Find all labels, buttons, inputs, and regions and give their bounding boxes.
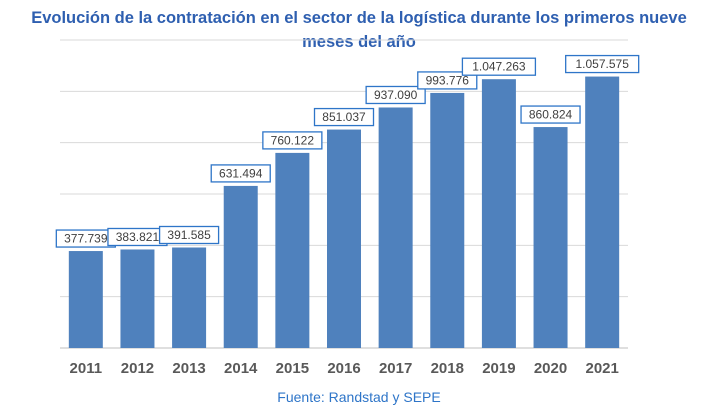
data-label-box	[417, 71, 478, 90]
x-tick-label: 2016	[327, 360, 360, 377]
data-label: 377.739	[64, 232, 108, 246]
bar-2011	[68, 251, 103, 348]
x-tick-label: 2017	[379, 360, 412, 377]
bar-2015	[275, 152, 310, 348]
data-label: 631.494	[219, 166, 263, 180]
x-tick-label: 2021	[585, 360, 618, 377]
bars	[68, 76, 620, 349]
bar-2012	[120, 249, 155, 348]
data-label: 383.821	[116, 230, 160, 244]
bar-2019	[481, 79, 516, 348]
data-label-box	[262, 131, 323, 150]
data-label: 860.824	[529, 108, 573, 122]
bar-2021	[585, 76, 620, 348]
x-tick-label: 2013	[172, 360, 205, 377]
data-label: 993.776	[426, 73, 470, 87]
bar-2014	[223, 185, 258, 348]
data-label-box	[158, 225, 220, 245]
x-tick-label: 2015	[276, 360, 309, 377]
data-label-box	[210, 164, 271, 183]
chart-title: Evolución de la contratación en el secto…	[0, 6, 718, 54]
data-label: 937.090	[374, 88, 418, 102]
bar-2013	[172, 247, 207, 348]
bar-2018	[430, 92, 465, 349]
x-tick-label: 2014	[224, 360, 258, 377]
data-label: 760.122	[271, 133, 315, 147]
x-axis-ticks: 2011 2012 2013 2014 2015 2016 2017 2018 2019 2020…	[70, 360, 619, 377]
x-tick-label: 2020	[534, 360, 567, 377]
bar-2020	[533, 127, 568, 348]
data-label: 1.047.263	[472, 60, 526, 74]
x-tick-label: 2011	[70, 360, 103, 377]
data-label: 1.057.575	[575, 57, 629, 71]
bar-2016	[327, 129, 361, 348]
data-label-box	[313, 107, 375, 127]
data-label-box	[461, 57, 537, 76]
data-label-box	[365, 85, 426, 105]
bar-2017	[378, 107, 413, 349]
x-tick-label: 2012	[121, 360, 154, 377]
data-label: 851.037	[322, 110, 366, 124]
chart-title-line-1: Evolución de la contratación en el secto…	[31, 9, 687, 27]
data-label-box	[565, 54, 640, 74]
data-label: 391.585	[167, 228, 211, 242]
x-tick-label: 2019	[482, 360, 515, 377]
data-labels: 377.739 383.821 391.585 631.494 760.122 851.0…	[55, 54, 640, 248]
source-note: Fuente: Randstad y SEPE	[277, 389, 441, 405]
data-label-box	[520, 105, 581, 124]
chart-title-line-2: meses del año	[302, 33, 416, 51]
x-tick-label: 2018	[431, 360, 464, 377]
